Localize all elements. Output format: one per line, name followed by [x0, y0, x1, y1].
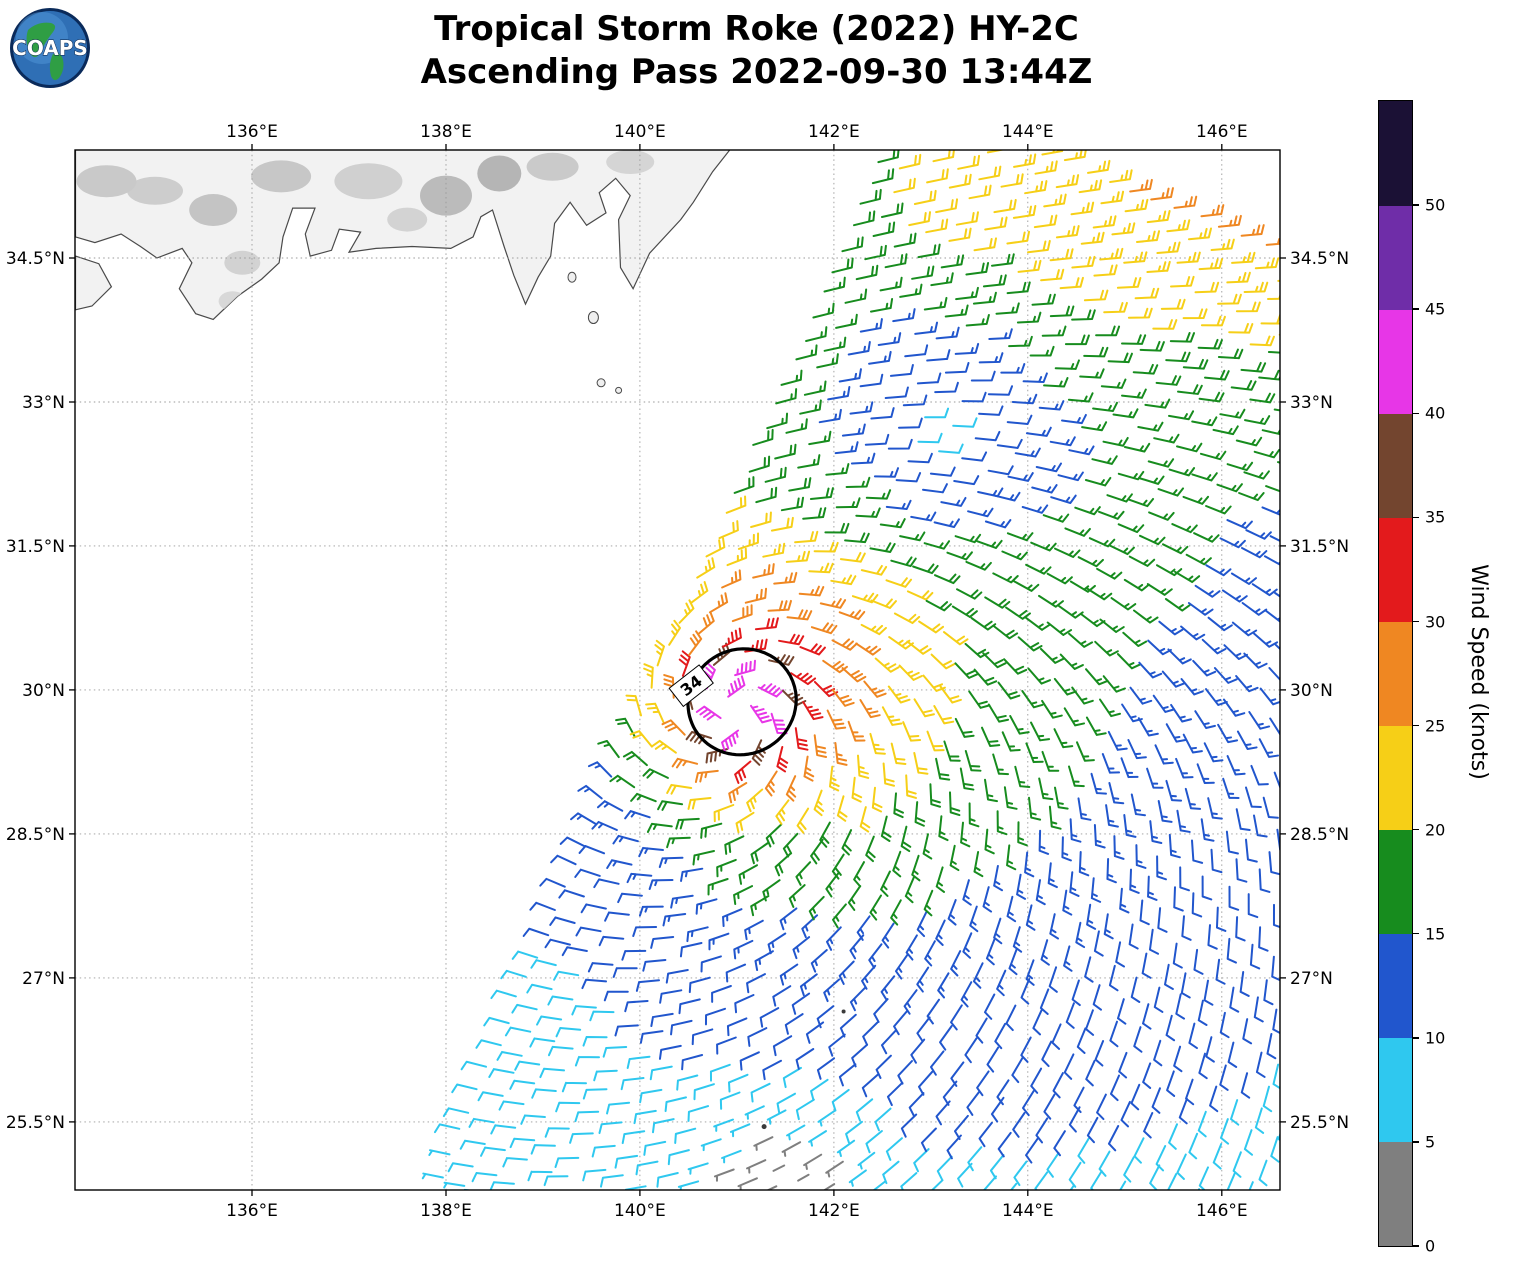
colorbar-tick-label: 30	[1425, 612, 1446, 631]
colorbar-tick	[1413, 932, 1419, 935]
axis-tick-labels: 136°E 136°E 138°E 138°E 140°E 140°E 142°E 142°E…	[6, 122, 1349, 1221]
title-line1: Tropical Storm Roke (2022) HY-2C	[434, 9, 1079, 49]
lon-tick-label-top: 136°E	[226, 122, 278, 142]
lat-tick-label-right: 28.5°N	[1290, 825, 1349, 845]
title-line2: Ascending Pass 2022-09-30 13:44Z	[420, 52, 1093, 92]
colorbar-band-10-15	[1379, 933, 1412, 1039]
colorbar-tick-label: 10	[1425, 1028, 1446, 1048]
island	[587, 311, 599, 324]
colorbar-band-5-10	[1379, 1037, 1412, 1143]
colorbar-tick-label: 40	[1425, 403, 1446, 423]
logo-continent-south	[49, 53, 64, 81]
lon-tick-label-bottom: 136°E	[226, 1201, 278, 1221]
lat-tick-label-right: 33°N	[1290, 393, 1333, 413]
wind-radii-34kt-contour	[686, 647, 798, 757]
contour-label: 34	[668, 664, 714, 708]
colorbar-tick-label: 0	[1425, 1236, 1436, 1256]
colorbar-tick	[1413, 516, 1419, 519]
lon-tick-label-top: 140°E	[614, 122, 666, 142]
colorbar-tick-label: 50	[1425, 195, 1446, 215]
coastline-japan	[75, 150, 731, 321]
colorbar-tick	[1413, 620, 1419, 623]
lon-tick-label-top: 146°E	[1196, 122, 1248, 142]
lat-tick-label-left: 31.5°N	[6, 537, 65, 557]
colorbar-axis-label: Wind Speed (knots)	[1466, 564, 1491, 780]
lon-tick-label-bottom: 144°E	[1002, 1201, 1054, 1221]
lon-tick-label-bottom: 142°E	[808, 1201, 860, 1221]
colorbar: 0 5 10 15 20 25 30 35 40 45 50	[1378, 100, 1445, 1256]
coaps-logo: COAPS	[8, 6, 92, 90]
lon-tick-label-top: 142°E	[808, 122, 860, 142]
colorbar-band-45-50	[1379, 205, 1412, 310]
colorbar-band-25-30	[1379, 621, 1412, 727]
lon-tick-label-bottom: 138°E	[420, 1201, 472, 1221]
lat-tick-label-right: 34.5°N	[1290, 249, 1349, 269]
colorbar-tick	[1413, 1245, 1419, 1247]
lat-tick-label-left: 28.5°N	[6, 825, 65, 845]
island	[567, 271, 577, 283]
terrain-shading	[76, 150, 655, 312]
colorbar-tick-label: 45	[1425, 299, 1446, 319]
colorbar-tick-label: 15	[1425, 924, 1446, 944]
colorbar-tick-label: 35	[1425, 507, 1446, 527]
axis-ticks	[69, 144, 1286, 1196]
colorbar-band-35-40	[1379, 413, 1412, 518]
colorbar-band-30-35	[1379, 517, 1412, 622]
colorbar-tick	[1413, 1037, 1419, 1039]
lat-tick-label-left: 27°N	[22, 969, 65, 989]
colorbar-band-40-45	[1379, 309, 1412, 414]
colorbar-band-15-20	[1379, 829, 1412, 935]
lon-tick-label-top: 144°E	[1002, 122, 1054, 142]
plot-frame	[74, 149, 1281, 1191]
colorbar-tick-label: 25	[1425, 716, 1446, 735]
lat-tick-label-right: 27°N	[1290, 969, 1333, 989]
island	[615, 386, 623, 394]
logo-continent-north	[26, 22, 56, 58]
colorbar-tick	[1413, 204, 1419, 206]
figure-title: Tropical Storm Roke (2022) HY-2C Ascendi…	[0, 8, 1513, 94]
island	[596, 378, 606, 388]
lon-tick-label-top: 138°E	[420, 122, 472, 142]
lat-tick-label-right: 25.5°N	[1290, 1113, 1349, 1133]
colorbar-tick-label: 5	[1425, 1132, 1436, 1152]
lat-tick-label-left: 33°N	[22, 393, 65, 413]
lat-tick-label-left: 30°N	[22, 681, 65, 701]
lat-tick-label-left: 34.5°N	[6, 249, 65, 269]
wind-barbs	[421, 150, 1280, 1190]
lon-tick-label-bottom: 146°E	[1196, 1201, 1248, 1221]
colorbar-tick	[1413, 1141, 1419, 1143]
colorbar-band-50-55	[1379, 101, 1412, 206]
colorbar-tick	[1413, 724, 1419, 727]
colorbar-tick-label: 20	[1425, 820, 1446, 840]
colorbar-tick	[1413, 308, 1419, 310]
lat-tick-label-left: 25.5°N	[6, 1113, 65, 1133]
colorbar-tick	[1413, 828, 1419, 831]
lon-tick-label-bottom: 140°E	[614, 1201, 666, 1221]
lat-tick-label-right: 31.5°N	[1290, 537, 1349, 557]
islet	[761, 1124, 767, 1130]
lat-tick-label-right: 30°N	[1290, 681, 1333, 701]
colorbar-tick	[1413, 412, 1419, 415]
coaps-logo-text: COAPS	[12, 36, 88, 60]
islet	[841, 1009, 846, 1014]
colorbar-band-0-5	[1379, 1141, 1412, 1247]
colorbar-band-20-25	[1379, 725, 1412, 831]
grid-lines	[75, 150, 1280, 1190]
